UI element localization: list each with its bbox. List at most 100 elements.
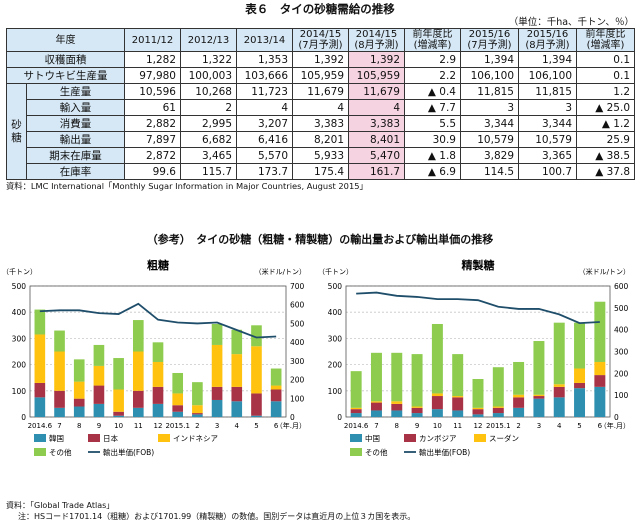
bar-segment: [431, 409, 443, 417]
y-left-tick-label: 200: [328, 361, 343, 370]
legend-label: その他: [365, 447, 388, 457]
legend-label: 韓国: [49, 433, 64, 443]
bar-segment: [574, 368, 586, 383]
table-cell: 106,100: [460, 67, 519, 84]
table-row: 在庫率 99.6 115.7 173.7 175.4 161.7 ▲ 6.9 114.5 100…: [7, 163, 635, 180]
legend-label: 輸出単価(FOB): [103, 447, 154, 457]
header-cell: 2014/15 (8月予測): [348, 28, 405, 52]
bar-segment: [270, 385, 282, 390]
bar-segment: [152, 403, 164, 417]
bar-segment: [553, 386, 565, 398]
y-left-tick-label: 400: [328, 308, 343, 317]
bar-segment: [492, 407, 504, 414]
y-left-unit: （千トン）: [2, 267, 37, 276]
bar-segment: [172, 411, 184, 417]
table-cell: 105,959: [292, 67, 349, 84]
bar-segment: [350, 407, 362, 410]
legend-swatch: [404, 434, 416, 442]
table-cell: 7,897: [124, 131, 181, 148]
bar-segment: [93, 403, 105, 417]
y-left-unit: （千トン）: [318, 267, 353, 276]
bar-segment: [472, 407, 484, 410]
y-left-tick-label: 400: [12, 308, 27, 317]
bar-segment: [350, 413, 362, 417]
table-cell: 3,344: [518, 115, 577, 132]
table-cell: 5,570: [236, 147, 293, 164]
bar-segment: [73, 381, 85, 399]
table-cell: 3,829: [460, 147, 519, 164]
table-row: 輸出量 7,897 6,682 6,416 8,201 8,401 30.9 10,579 10…: [7, 131, 635, 148]
bar-segment: [34, 382, 46, 398]
y-right-tick-label: 100: [290, 394, 305, 403]
x-axis-unit: （年.月）: [276, 421, 306, 430]
bar-segment: [533, 394, 545, 397]
table-cell: 100,003: [180, 67, 237, 84]
bar-segment: [231, 354, 243, 387]
bar-segment: [192, 414, 203, 417]
bar-segment: [73, 359, 85, 382]
table-cell: 106,100: [518, 67, 577, 84]
table-cell: 175.4: [292, 163, 349, 180]
bar-segment: [54, 407, 65, 417]
legend-label: カンボジア: [419, 434, 457, 443]
row-label: 生産量: [26, 83, 125, 100]
table-cell: 2,872: [124, 147, 181, 164]
table-cell: 1,392: [348, 51, 405, 68]
x-tick-label: 11: [453, 422, 462, 430]
chart-title: 粗糖: [147, 258, 169, 272]
table-row: 収穫面積 1,282 1,322 1,353 1,392 1,392 2.9 1,394 1,3…: [6, 51, 635, 68]
group-label-sugar: 砂糖: [6, 83, 27, 180]
bar-segment: [370, 401, 382, 403]
table-cell: ▲ 38.5: [576, 147, 635, 164]
bar-segment: [472, 409, 484, 415]
table-cell: ▲ 6.9: [404, 163, 461, 180]
bar-segment: [350, 371, 362, 408]
refined-sugar-chart: 精製糖 （千トン） （米ドル/トン） 0 100 200 300 400 500 0 100 200 3…: [318, 258, 630, 457]
bar-segment: [73, 398, 85, 407]
bar-segment: [594, 386, 606, 417]
table-cell: 1,322: [180, 51, 237, 68]
x-tick-label: 10: [433, 422, 442, 430]
table-cell: 103,666: [236, 67, 293, 84]
table-cell: 3: [460, 99, 519, 116]
table-source: 資料：LMC International「Monthly Sugar Infor…: [6, 181, 368, 191]
table-cell: 3,344: [460, 115, 519, 132]
bar-segment: [152, 361, 164, 387]
table-cell: ▲ 7.7: [404, 99, 461, 116]
chart-note: 注：HSコード1701.14（粗糖）および1701.99（精製糖）の数値。国別デ…: [18, 512, 416, 521]
y-right-tick-label: 0: [290, 413, 295, 422]
table-cell: ▲ 1.8: [404, 147, 461, 164]
bar-segment: [251, 346, 262, 394]
table-cell: 3: [518, 99, 577, 116]
bar-segment: [391, 403, 403, 411]
table-cell: 3,365: [518, 147, 577, 164]
x-tick-label: 2: [516, 422, 520, 430]
y-right-tick-label: 500: [614, 304, 629, 313]
bar-segment: [270, 368, 282, 386]
table-cell: 2,882: [124, 115, 181, 132]
table-row: 期末在庫量 2,872 3,465 5,570 5,933 5,470 ▲ 1.8 3,829…: [7, 147, 635, 164]
bar-segment: [54, 390, 65, 408]
chart-source: 資料：「Global Trade Atlas」: [6, 501, 115, 510]
bar-segment: [391, 401, 403, 404]
table-cell: 100.7: [518, 163, 577, 180]
bar-segment: [533, 396, 545, 399]
bar-segment: [472, 379, 484, 408]
table-cell: 5,933: [292, 147, 349, 164]
table-cell: 11,679: [348, 83, 405, 100]
bar-segment: [574, 388, 586, 417]
y-right-tick-label: 100: [614, 391, 629, 400]
bar-segment: [472, 414, 484, 417]
y-left-tick-label: 300: [328, 334, 343, 343]
bar-segment: [574, 382, 586, 389]
table-cell: 10,268: [180, 83, 237, 100]
table-cell: 3,465: [180, 147, 237, 164]
bar-segment: [452, 397, 464, 411]
bar-segment: [172, 372, 184, 394]
bar-segment: [391, 352, 403, 402]
bar-segment: [211, 344, 223, 387]
row-label: サトウキビ生産量: [6, 67, 125, 84]
bar-segment: [231, 329, 243, 355]
table-cell: 11,723: [236, 83, 293, 100]
y-left-tick-label: 100: [12, 387, 27, 396]
